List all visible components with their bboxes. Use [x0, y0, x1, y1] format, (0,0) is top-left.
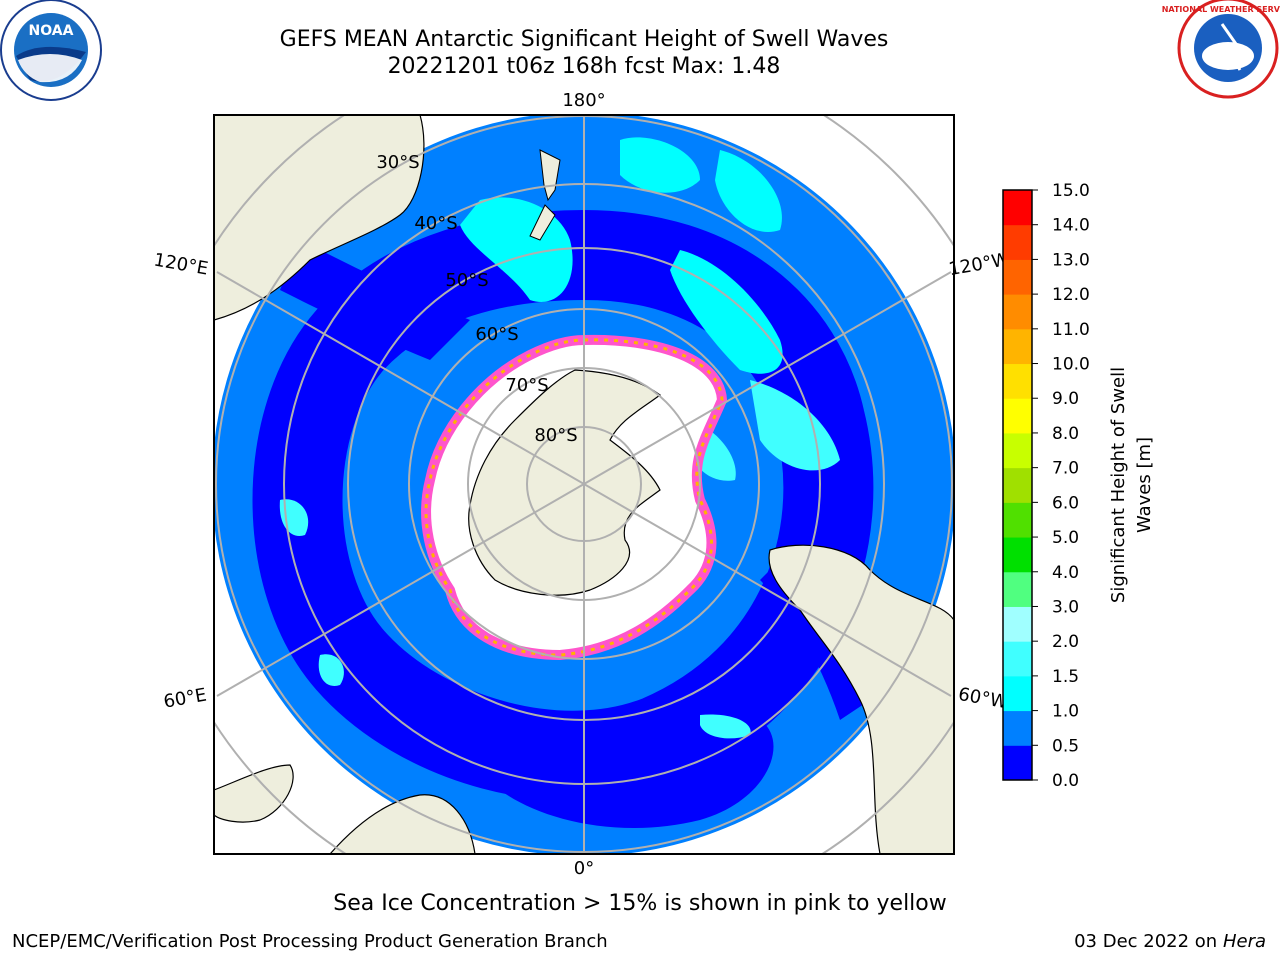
colorbar-swatch	[1003, 432, 1032, 469]
colorbar-swatch	[1003, 190, 1032, 226]
colorbar-swatch	[1003, 363, 1032, 399]
colorbar-swatch	[1003, 745, 1032, 781]
colorbar-tick-label: 1.0	[1052, 702, 1079, 722]
colorbar-tick-label: 15.0	[1052, 181, 1090, 201]
lat-label-60s: 60°S	[475, 324, 518, 345]
colorbar-swatch	[1003, 259, 1032, 295]
lon-label-180: 180°	[562, 90, 605, 111]
colorbar-frame	[1002, 189, 1033, 781]
australia-landmass	[214, 115, 425, 321]
colorbar-swatch	[1003, 467, 1032, 503]
map-frame	[213, 114, 955, 855]
noaa-logo-text: NOAA	[29, 23, 74, 39]
colorbar-swatch	[1003, 710, 1032, 746]
madagascar-landmass	[214, 764, 294, 823]
antarctica-landmass	[468, 369, 662, 596]
colorbar-swatch	[1003, 571, 1032, 607]
footer-date-text: 03 Dec 2022 on	[1074, 931, 1218, 952]
colorbar-tick-label: 11.0	[1052, 320, 1090, 340]
sea-ice-note: Sea Ice Concentration > 15% is shown in …	[333, 891, 947, 916]
colorbar-tick-label: 5.0	[1052, 528, 1079, 548]
colorbar-swatch	[1003, 398, 1032, 434]
colorbar-tick-label: 12.0	[1052, 285, 1090, 305]
colorbar-tick-label: 13.0	[1052, 250, 1090, 270]
colorbar-swatch	[1003, 675, 1032, 712]
colorbar-swatch	[1003, 502, 1032, 538]
colorbar-swatch	[1003, 224, 1032, 260]
lat-label-40s: 40°S	[414, 213, 457, 234]
colorbar-tick-label: 0.0	[1052, 771, 1079, 791]
colorbar-tick-label: 14.0	[1052, 216, 1090, 236]
colorbar-swatch	[1003, 641, 1032, 677]
colorbar-tick-label: 4.0	[1052, 563, 1079, 583]
footer-date: 03 Dec 2022 on Hera	[1074, 931, 1266, 952]
colorbar-label-line2: Waves [m]	[1134, 437, 1155, 533]
colorbar-tick-label: 6.0	[1052, 493, 1079, 513]
nws-logo: NATIONAL WEATHER SERVICE	[1162, 0, 1280, 99]
lat-label-50s: 50°S	[445, 270, 488, 291]
chart-title-line2: 20221201 t06z 168h fcst Max: 1.48	[387, 54, 781, 79]
chart-title-line1: GEFS MEAN Antarctic Significant Height o…	[279, 27, 889, 52]
colorbar-tick-label: 10.0	[1052, 355, 1090, 375]
nws-logo-text: NATIONAL WEATHER SERVICE	[1162, 5, 1280, 14]
colorbar-label-line1: Significant Height of Swell	[1108, 367, 1129, 603]
footer-host: Hera	[1222, 931, 1266, 952]
colorbar: 0.0 0.5 1.0 1.5 2.0 3.0 4.0 5.0 6.0 7.0 8.0 9.0 10.0…	[1002, 181, 1090, 791]
low-swell-band	[252, 209, 874, 801]
lon-label-120w: 120°W	[947, 249, 1011, 280]
colorbar-swatch	[1003, 294, 1032, 330]
colorbar-swatch	[1003, 606, 1032, 642]
colorbar-tick-label: 2.0	[1052, 632, 1079, 652]
lon-label-0: 0°	[574, 858, 594, 879]
south-america-landmass	[768, 544, 954, 854]
colorbar-tick-label: 1.5	[1052, 667, 1079, 687]
colorbar-swatch	[1003, 328, 1032, 365]
lon-label-60w: 60°W	[957, 684, 1010, 713]
colorbar-tick-label: 8.0	[1052, 424, 1079, 444]
colorbar-swatch	[1003, 537, 1032, 573]
colorbar-tick-label: 0.5	[1052, 736, 1079, 756]
colorbar-tick-label: 7.0	[1052, 459, 1079, 479]
lat-label-80s: 80°S	[534, 425, 577, 446]
africa-landmass	[329, 794, 476, 854]
lon-label-120e: 120°E	[152, 249, 210, 279]
noaa-logo: NOAA	[0, 0, 102, 101]
footer-credit: NCEP/EMC/Verification Post Processing Pr…	[12, 931, 608, 952]
lon-label-60e: 60°E	[162, 684, 208, 712]
colorbar-tick-label: 9.0	[1052, 389, 1079, 409]
colorbar-tick-label: 3.0	[1052, 597, 1079, 617]
lat-label-70s: 70°S	[505, 375, 548, 396]
lat-label-30s: 30°S	[376, 152, 419, 173]
graticule	[214, 115, 954, 854]
